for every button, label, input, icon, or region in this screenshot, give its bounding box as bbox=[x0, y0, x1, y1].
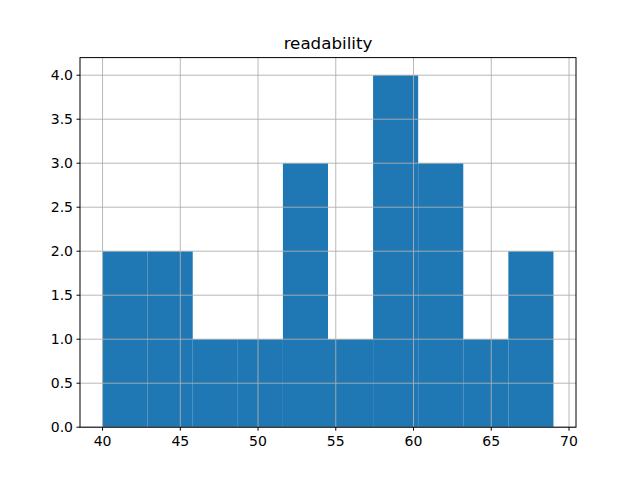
x-tick-label: 60 bbox=[405, 433, 423, 449]
x-tick-label: 55 bbox=[327, 433, 345, 449]
x-tick-label: 40 bbox=[94, 433, 112, 449]
histogram-plot: 40 45 50 55 60 65 70 0.0 0.5 1.0 1.5 2.0 2.5 3.0 3.5 4.… bbox=[0, 0, 640, 480]
x-tick-label: 70 bbox=[560, 433, 578, 449]
figure: 40 45 50 55 60 65 70 0.0 0.5 1.0 1.5 2.0 2.5 3.0 3.5 4.… bbox=[0, 0, 640, 480]
x-tick-label: 45 bbox=[171, 433, 189, 449]
y-tick-label: 1.5 bbox=[51, 287, 73, 303]
x-tick-label: 50 bbox=[249, 433, 267, 449]
x-tick-label: 65 bbox=[482, 433, 500, 449]
y-tick-label: 2.5 bbox=[51, 199, 73, 215]
y-tick-label: 1.0 bbox=[51, 331, 73, 347]
y-tick-label: 2.0 bbox=[51, 243, 73, 259]
y-tick-label: 0.5 bbox=[51, 375, 73, 391]
y-tick-label: 3.0 bbox=[51, 155, 73, 171]
chart-title: readability bbox=[284, 33, 373, 53]
y-tick-label: 4.0 bbox=[51, 67, 73, 83]
y-tick-label: 0.0 bbox=[51, 419, 73, 435]
y-tick-label: 3.5 bbox=[51, 111, 73, 127]
